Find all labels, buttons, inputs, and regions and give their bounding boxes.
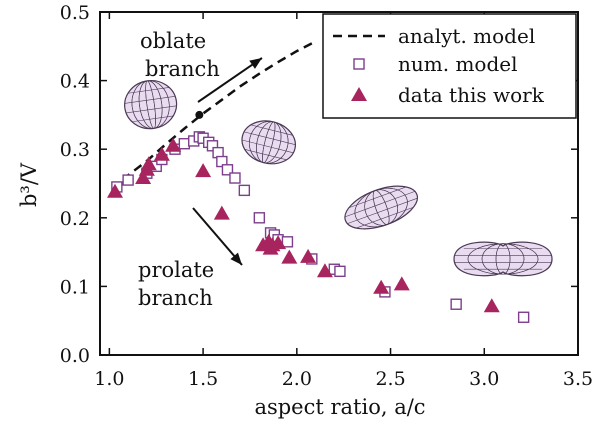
annotation-oblate-line2: branch bbox=[145, 57, 220, 81]
y-tick-label: 0.0 bbox=[60, 345, 90, 367]
inset-outline bbox=[453, 241, 553, 277]
data-point-measured bbox=[270, 235, 287, 250]
inset-prolate-shape bbox=[344, 185, 419, 230]
legend-label-analytic: analyt. model bbox=[398, 24, 535, 48]
inset-peanut-shape bbox=[453, 241, 553, 277]
shape-insets bbox=[124, 79, 553, 277]
data-point-measured bbox=[165, 137, 182, 152]
data-point-numerical bbox=[122, 174, 134, 186]
x-tick-label: 3.0 bbox=[469, 368, 499, 390]
data-point-numerical bbox=[517, 311, 530, 323]
data-point-measured bbox=[213, 205, 230, 220]
x-tick-label: 1.0 bbox=[94, 368, 124, 390]
legend-marker-square bbox=[353, 58, 365, 70]
data-point-measured bbox=[300, 248, 317, 263]
inset-mesh-line bbox=[131, 115, 174, 123]
y-tick-label: 0.3 bbox=[60, 139, 90, 161]
inset-spheroid-shape bbox=[241, 120, 296, 165]
inset-mesh-line bbox=[467, 243, 539, 275]
inset-mesh-line bbox=[249, 121, 289, 164]
legend-marker-triangle bbox=[351, 87, 367, 101]
x-tick-label: 3.5 bbox=[563, 368, 593, 390]
legend: analyt. model num. model data this work bbox=[322, 13, 577, 119]
y-tick-label: 0.1 bbox=[60, 276, 90, 298]
inset-outline bbox=[124, 79, 178, 130]
annotation-prolate-line1: prolate bbox=[138, 258, 214, 282]
inset-mesh-line bbox=[354, 187, 408, 228]
data-point-measured bbox=[153, 146, 170, 161]
inset-mesh-line bbox=[241, 139, 294, 154]
data-point-numerical bbox=[178, 138, 191, 150]
x-tick-label: 2.0 bbox=[282, 368, 312, 390]
oblate-arrow-head bbox=[249, 58, 262, 69]
data-point-measured bbox=[316, 263, 333, 278]
inset-oblate-shape bbox=[124, 79, 178, 130]
inset-mesh-line bbox=[348, 186, 407, 209]
data-point-measured bbox=[195, 163, 212, 178]
x-tick-label: 2.5 bbox=[375, 368, 405, 390]
plot-frame bbox=[99, 11, 579, 356]
data-point-measured bbox=[106, 183, 123, 198]
prolate-arrow-head bbox=[230, 252, 242, 265]
y-tick-label: 0.2 bbox=[60, 208, 90, 230]
data-point-measured bbox=[393, 276, 410, 291]
transition-point-marker bbox=[195, 110, 204, 119]
series-analytic-line bbox=[112, 40, 317, 193]
inset-mesh-line bbox=[126, 105, 177, 114]
inset-mesh-line bbox=[243, 131, 296, 145]
legend-label-numerical: num. model bbox=[398, 52, 517, 76]
inset-mesh-line bbox=[356, 206, 414, 229]
inset-mesh-line bbox=[131, 80, 170, 129]
x-axis-label: aspect ratio, a/c bbox=[254, 395, 425, 419]
inset-mesh-line bbox=[250, 124, 293, 136]
y-tick-label: 0.5 bbox=[60, 2, 90, 24]
data-point-numerical bbox=[229, 172, 241, 184]
y-tick-label: 0.4 bbox=[60, 71, 90, 93]
data-point-numerical bbox=[334, 265, 346, 278]
data-point-numerical bbox=[221, 164, 234, 176]
prolate-arrow-shaft bbox=[192, 207, 243, 266]
y-axis-label: b³/V bbox=[17, 162, 41, 207]
data-point-measured bbox=[281, 249, 298, 264]
inset-outline bbox=[344, 185, 419, 230]
inset-mesh-line bbox=[127, 87, 170, 94]
branch-arrows bbox=[192, 57, 263, 266]
inset-mesh-line bbox=[347, 197, 418, 224]
annotation-oblate-line1: oblate bbox=[140, 29, 206, 53]
x-tick-label: 1.5 bbox=[188, 368, 218, 390]
data-point-numerical bbox=[281, 236, 294, 248]
oblate-arrow-shaft bbox=[197, 57, 263, 103]
inset-mesh-line bbox=[244, 149, 287, 161]
data-point-measured bbox=[140, 156, 157, 171]
data-point-measured bbox=[373, 279, 390, 294]
inset-mesh-line bbox=[124, 96, 176, 104]
inset-outline bbox=[241, 120, 296, 165]
inset-mesh-line bbox=[344, 191, 416, 218]
data-point-numerical bbox=[238, 184, 251, 197]
data-point-numerical bbox=[450, 298, 462, 310]
annotation-prolate-line2: branch bbox=[138, 286, 213, 310]
data-point-measured bbox=[483, 298, 500, 313]
data-point-measured bbox=[135, 170, 152, 185]
legend-label-data: data this work bbox=[398, 83, 545, 107]
data-point-numerical bbox=[253, 212, 266, 224]
